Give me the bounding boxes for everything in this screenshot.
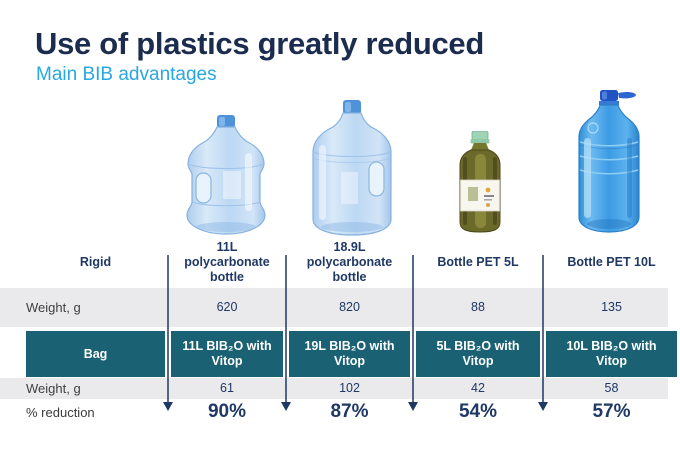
- bag-weight-value: 102: [339, 381, 360, 395]
- bottle-image-pet-10l: [578, 90, 640, 233]
- page-title: Use of plastics greatly reduced: [35, 26, 484, 61]
- reduction-value: 54%: [458, 401, 498, 422]
- bag-weight-value: 61: [220, 381, 234, 395]
- column-header-11l-polycarbonate: 11L polycarbonate bottle: [184, 239, 270, 284]
- page-subtitle: Main BIB advantages: [36, 64, 217, 85]
- reduction-value: 87%: [330, 401, 369, 422]
- reduction-value: 90%: [207, 401, 247, 422]
- row-header-rigid: Rigid: [79, 254, 112, 269]
- jug-handle: [368, 161, 385, 197]
- column-header-pet-10l: Bottle PET 10L: [567, 254, 656, 269]
- bag-cell: 19L BIB₂O with Vitop: [289, 331, 410, 377]
- rigid-weight-value: 135: [601, 300, 622, 314]
- rigid-weight-value: 820: [339, 300, 360, 314]
- bag-weight-value: 58: [604, 381, 619, 395]
- bottle-cap: [471, 131, 489, 141]
- cap-handle: [618, 91, 636, 99]
- bottle-body: [578, 104, 640, 233]
- reduction-value: 57%: [592, 401, 631, 422]
- bag-weight-value: 42: [471, 381, 485, 395]
- column-header-pet-5l: Bottle PET 5L: [437, 254, 519, 269]
- bottle-image-18-9l-polycarbonate: [312, 100, 392, 236]
- bag-cell: 10L BIB₂O with Vitop: [546, 331, 677, 377]
- bag-cell: 5L BIB₂O with Vitop: [416, 331, 540, 377]
- bag-cell: 11L BIB₂O with Vitop: [171, 331, 283, 377]
- row-label-weight-bag: Weight, g: [26, 381, 81, 396]
- rigid-weight-value: 620: [216, 300, 238, 314]
- jug-handle: [195, 172, 212, 204]
- bottle-image-pet-5l: [459, 131, 501, 233]
- jug-body: [312, 112, 392, 236]
- column-header-18-9l-polycarbonate: 18.9L polycarbonate bottle: [306, 239, 393, 284]
- row-label-weight-rigid: Weight, g: [26, 300, 81, 315]
- bag-weight-row-background: [0, 378, 668, 399]
- rigid-weight-row-background: [0, 288, 668, 327]
- row-header-bag: Bag: [26, 331, 165, 377]
- rigid-weight-value: 88: [471, 300, 485, 314]
- bottle-image-11l-polycarbonate: [186, 115, 266, 235]
- row-label-reduction: % reduction: [26, 405, 95, 420]
